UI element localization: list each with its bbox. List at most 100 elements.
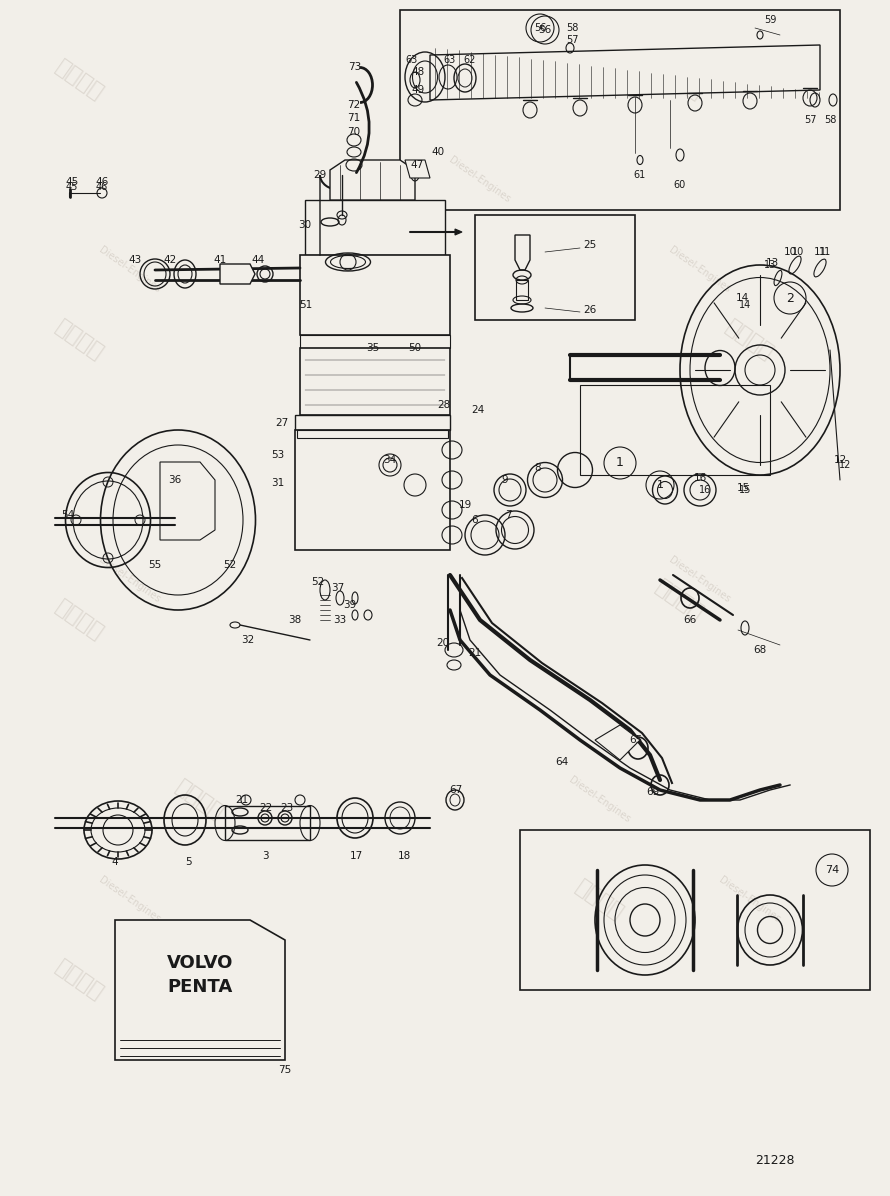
Text: 65: 65 [629,736,643,745]
Text: 15: 15 [736,483,749,493]
Text: 47: 47 [410,160,424,170]
Text: 62: 62 [464,55,476,65]
Text: 16: 16 [693,472,707,483]
Polygon shape [220,264,255,283]
Text: Diesel-Engines: Diesel-Engines [98,245,163,295]
Text: 55: 55 [149,560,162,570]
Text: 54: 54 [61,509,75,520]
Text: 14: 14 [735,293,748,303]
Text: 13: 13 [764,260,776,270]
Text: 12: 12 [833,454,846,465]
Text: 60: 60 [674,181,686,190]
Text: 21: 21 [468,648,481,658]
Text: 17: 17 [350,852,362,861]
Text: 紫发动力: 紫发动力 [53,317,108,364]
Polygon shape [300,348,450,415]
Text: 52: 52 [223,560,237,570]
Text: 73: 73 [348,62,361,72]
Text: 7: 7 [505,509,512,520]
Text: 33: 33 [334,615,346,626]
Text: 63: 63 [444,55,457,65]
Text: 32: 32 [241,635,255,645]
Text: 50: 50 [409,343,422,353]
Text: 43: 43 [128,255,142,266]
Text: 52: 52 [312,576,325,587]
Text: 71: 71 [347,112,360,123]
Text: 45: 45 [65,177,78,187]
Text: 67: 67 [449,785,463,795]
Text: 49: 49 [411,85,425,94]
Text: 19: 19 [458,500,472,509]
Polygon shape [115,920,285,1060]
Text: 9: 9 [502,475,508,486]
Text: 46: 46 [96,182,108,193]
Polygon shape [515,234,530,270]
Text: 11: 11 [813,248,827,257]
Text: 13: 13 [765,258,779,268]
Text: Diesel-Engines: Diesel-Engines [668,555,732,605]
Text: 21: 21 [235,795,248,805]
Polygon shape [300,255,450,335]
Text: 14: 14 [739,300,751,310]
Text: 21228: 21228 [755,1153,795,1166]
Text: 44: 44 [251,255,264,266]
Text: 66: 66 [684,615,697,626]
Text: 75: 75 [279,1064,292,1075]
Text: 59: 59 [764,16,776,25]
Text: 紫发动力: 紫发动力 [572,877,627,923]
Text: 5: 5 [185,858,191,867]
Text: 42: 42 [164,255,176,266]
Text: 63: 63 [406,55,418,65]
Text: 29: 29 [313,170,327,181]
Text: 45: 45 [66,182,78,193]
Text: 1: 1 [657,480,664,490]
Text: 26: 26 [583,305,596,315]
Text: 23: 23 [280,803,294,813]
Text: 58: 58 [566,23,578,33]
Text: Diesel-Engines: Diesel-Engines [668,245,732,295]
Polygon shape [430,45,820,100]
Text: 30: 30 [298,220,312,230]
Text: 10: 10 [792,248,805,257]
Text: 紫发动力: 紫发动力 [173,776,228,824]
Text: 25: 25 [583,240,596,250]
Text: 4: 4 [111,858,118,867]
Text: 37: 37 [331,582,344,593]
Text: 紫发动力: 紫发动力 [53,957,108,1003]
Text: 56: 56 [538,25,552,35]
Text: 20: 20 [436,637,449,648]
Polygon shape [295,431,450,550]
Polygon shape [330,160,415,200]
Text: 40: 40 [432,147,445,157]
Text: 8: 8 [535,463,541,472]
Text: 22: 22 [259,803,272,813]
Text: 紫发动力: 紫发动力 [652,576,708,623]
Text: 46: 46 [95,177,109,187]
Text: 35: 35 [367,343,380,353]
Text: 28: 28 [437,399,450,410]
Text: 紫发动力: 紫发动力 [652,56,708,104]
Text: 27: 27 [275,417,288,428]
Text: Diesel-Engines: Diesel-Engines [98,875,163,925]
Polygon shape [595,725,640,759]
Text: 57: 57 [566,35,578,45]
Text: 3: 3 [262,852,268,861]
Text: 34: 34 [384,454,397,465]
Text: 53: 53 [271,450,285,460]
Text: 70: 70 [347,127,360,138]
Text: Diesel-Engines: Diesel-Engines [448,155,513,205]
Polygon shape [455,228,462,234]
Text: Diesel-Engines: Diesel-Engines [568,775,633,825]
Text: 48: 48 [411,67,425,77]
Text: 11: 11 [819,248,831,257]
Text: VOLVO
PENTA: VOLVO PENTA [166,954,233,996]
Text: 41: 41 [214,255,227,266]
Text: 58: 58 [824,115,837,126]
Text: 紫发动力: 紫发动力 [372,356,428,403]
Text: 紫发动力: 紫发动力 [723,317,778,364]
Text: 57: 57 [804,115,816,126]
Text: Diesel-Engines: Diesel-Engines [98,555,163,605]
Text: 68: 68 [753,645,766,655]
Text: 74: 74 [825,865,839,875]
Text: 38: 38 [288,615,302,626]
